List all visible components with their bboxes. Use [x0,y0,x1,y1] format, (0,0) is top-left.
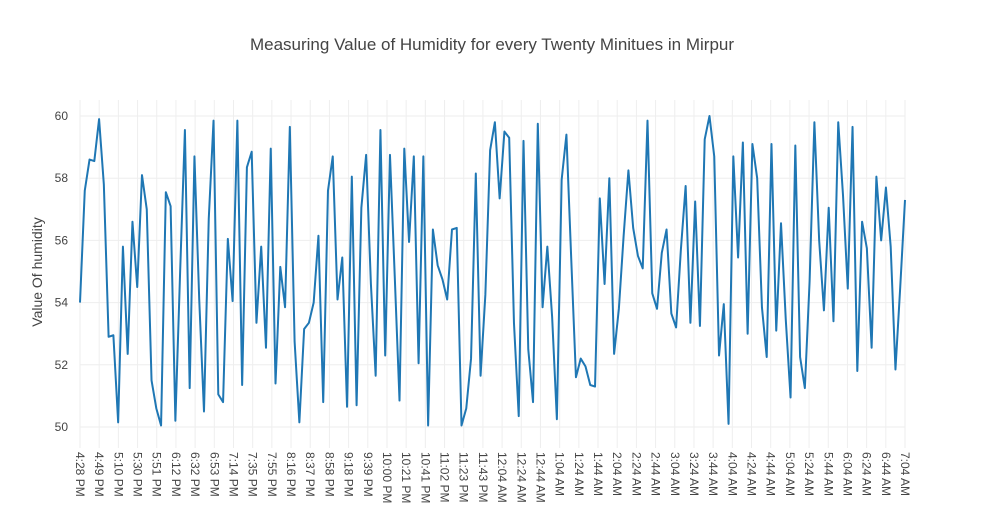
y-axis-title: Value Of humidity [29,217,45,326]
y-tick-label: 52 [55,358,69,372]
x-tick-label: 1:44 AM [591,452,605,496]
x-tick-label: 2:24 AM [629,452,643,496]
x-tick-label: 4:04 AM [725,452,739,496]
x-tick-label: 6:24 AM [860,452,874,496]
humidity-series-line[interactable] [79,115,906,427]
x-tick-label: 10:21 PM [399,452,413,503]
x-tick-label: 8:37 PM [303,452,317,497]
x-tick-label: 6:12 PM [169,452,183,497]
chart-title: Measuring Value of Humidity for every Tw… [250,35,734,54]
x-tick-label: 1:24 AM [572,452,586,496]
x-tick-label: 7:04 AM [898,452,912,496]
x-tick-label: 12:24 AM [514,452,528,503]
x-tick-label: 7:35 PM [246,452,260,497]
x-tick-label: 2:04 AM [610,452,624,496]
x-tick-label: 4:24 AM [745,452,759,496]
x-tick-label: 11:43 PM [476,452,490,502]
x-tick-label: 1:04 AM [553,452,567,496]
x-tick-label: 6:04 AM [840,452,854,496]
y-tick-label: 50 [55,420,69,434]
x-tick-label: 5:10 PM [111,452,125,497]
x-tick-label: 3:24 AM [687,452,701,496]
x-tick-label: 10:00 PM [380,452,394,503]
x-tick-label: 5:30 PM [131,452,145,497]
x-tick-label: 2:44 AM [649,452,663,496]
y-tick-label: 54 [55,296,69,310]
x-tick-label: 7:55 PM [265,452,279,497]
x-tick-label: 4:49 PM [92,452,106,497]
x-tick-label: 11:02 PM [438,452,452,502]
x-tick-label: 5:24 AM [802,452,816,496]
x-tick-label: 8:58 PM [322,452,336,497]
x-tick-label: 7:14 PM [226,452,240,497]
x-tick-label: 5:04 AM [783,452,797,496]
y-tick-label: 60 [55,109,69,123]
x-tick-label: 3:04 AM [668,452,682,496]
x-tick-label: 8:16 PM [284,452,298,497]
y-tick-label: 58 [55,171,69,185]
plot-area [79,115,906,427]
x-tick-label: 12:44 AM [533,452,547,503]
x-axis-ticks: 4:28 PM 4:49 PM 5:10 PM 5:30 PM 5:51 PM 6:12 … [73,452,912,503]
x-tick-label: 12:04 AM [495,452,509,503]
x-tick-label: 11:23 PM [457,452,471,502]
x-tick-label: 3:44 AM [706,452,720,496]
x-tick-label: 9:39 PM [361,452,375,497]
x-tick-label: 5:44 AM [821,452,835,496]
x-tick-label: 10:41 PM [418,452,432,503]
x-tick-label: 4:28 PM [73,452,87,497]
y-tick-label: 56 [55,233,69,247]
x-tick-label: 6:32 PM [188,452,202,497]
y-axis-ticks: 50 52 54 56 58 60 [55,109,69,434]
x-tick-label: 5:51 PM [150,452,164,497]
x-tick-label: 9:18 PM [342,452,356,497]
x-tick-label: 4:44 AM [764,452,778,496]
x-tick-label: 6:53 PM [207,452,221,497]
x-tick-label: 6:44 AM [879,452,893,496]
